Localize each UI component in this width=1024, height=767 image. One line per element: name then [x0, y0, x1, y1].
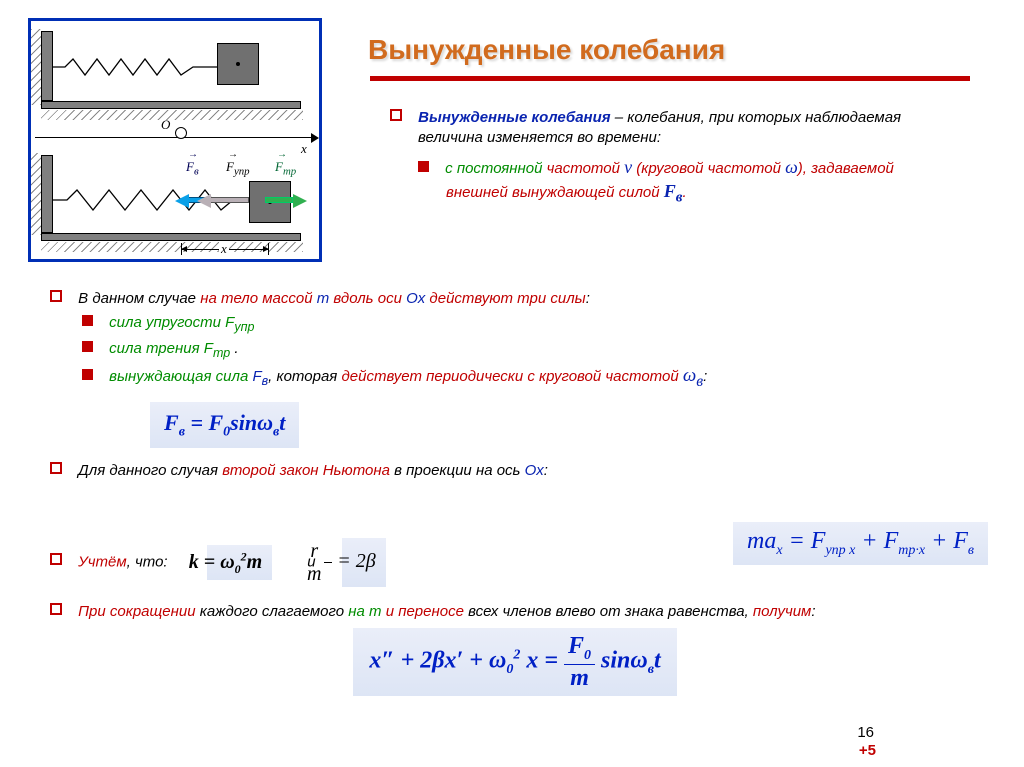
nu-symbol: ν	[624, 157, 632, 177]
l4a: При сокращении	[78, 603, 195, 620]
intro-sub-b: частотой	[542, 160, 624, 177]
equation-rm: rm = 2β	[342, 538, 385, 587]
fv-act: действует периодически с круговой частот…	[341, 368, 682, 385]
fv-F: Fв	[252, 368, 268, 385]
l1e: :	[586, 290, 590, 307]
fupr-text: сила упругости Fупр	[109, 314, 254, 331]
bullet-icon	[50, 290, 62, 302]
fv-symbol: Fв	[664, 181, 683, 201]
l4onm: на m	[348, 603, 381, 620]
ftr-end: .	[230, 340, 238, 357]
l2ox: Ox	[525, 462, 544, 479]
l3b: , что:	[127, 553, 168, 570]
intro-dot: .	[683, 184, 687, 201]
wv: ωв	[683, 365, 703, 386]
bullet-icon	[50, 553, 62, 565]
equation-newton: max = Fупр x + Fтр·x + Fв	[733, 522, 988, 565]
equation-k: k = ω02m	[207, 545, 272, 581]
bullet-icon	[50, 603, 62, 615]
l1ox: Ox	[406, 290, 425, 307]
spring-diagram: O x Fв Fупр Fтр x	[28, 18, 322, 262]
equation-final: x″ + 2βx′ + ω02 x = F0m sinωвt	[353, 628, 676, 696]
force-fupr-arrow	[209, 197, 249, 203]
l4c: и переносе	[382, 603, 464, 620]
fv-colon: :	[703, 368, 707, 385]
l2b: второй закон Ньютона	[222, 462, 390, 479]
l2c: в проекции на ось	[390, 462, 525, 479]
l1m: m	[317, 290, 330, 307]
force-ftr-arrow	[265, 197, 293, 203]
l3: Учтём	[78, 553, 126, 570]
page-number: 16	[857, 724, 874, 741]
intro-sub-c: (круговой частотой	[632, 160, 785, 177]
bullet-icon	[390, 109, 402, 121]
fupr-label: Fупр	[226, 159, 250, 178]
x-axis-label: x	[301, 141, 307, 157]
bullet-fill-icon	[418, 161, 429, 172]
fv-text-a: вынуждающая сила	[109, 368, 252, 385]
l2a: Для данного случая	[78, 462, 222, 479]
main-content: В данном случае на тело массой m вдоль о…	[50, 286, 980, 696]
l2colon: :	[544, 462, 548, 479]
title-underline	[370, 76, 970, 80]
ftr-label: Fтр	[275, 159, 296, 178]
x-dim-label: x	[219, 241, 229, 257]
l4colon: :	[811, 603, 815, 620]
omega-symbol: ω	[785, 157, 798, 177]
l1a: В данном случае	[78, 290, 200, 307]
bullet-fill-icon	[82, 341, 93, 352]
fv-label: Fв	[186, 159, 199, 178]
spring-top-icon	[53, 57, 217, 77]
slide-number: +5	[859, 742, 876, 759]
l1b: на тело массой	[200, 290, 317, 307]
defn-term: Вынужденные колебания	[418, 109, 610, 126]
mass-block-top	[217, 43, 259, 85]
l4b: каждого слагаемого	[196, 603, 349, 620]
bullet-fill-icon	[82, 369, 93, 380]
page-title: Вынужденные колебания	[368, 34, 725, 66]
l4d: всех членов влево от знака равенства,	[464, 603, 753, 620]
intro-block: Вынужденные колебания – колебания, при к…	[368, 108, 948, 214]
bullet-fill-icon	[82, 315, 93, 326]
l1d: действуют три силы	[425, 290, 585, 307]
l1c: вдоль оси	[329, 290, 406, 307]
equation-force: Fв = F0sinωвt	[150, 402, 299, 448]
ftr-text: сила трения Fтр	[109, 340, 230, 357]
intro-sub-a: с постоянной	[445, 160, 542, 177]
bullet-icon	[50, 462, 62, 474]
l4e: получим	[753, 603, 811, 620]
fv-rest: , которая	[268, 368, 341, 385]
origin-label: O	[161, 117, 170, 133]
